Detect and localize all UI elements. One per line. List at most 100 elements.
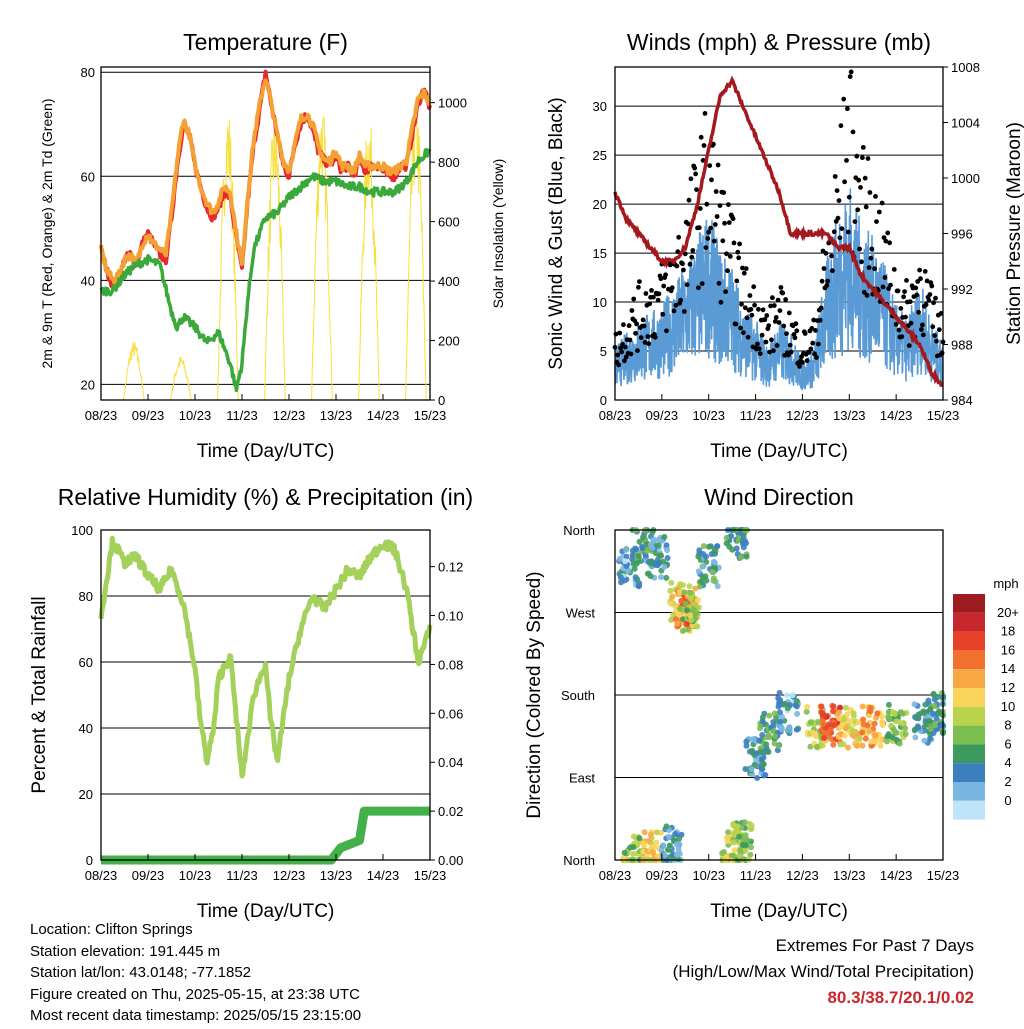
colorbar-label-0: 20+ [997, 605, 1019, 620]
x-tick-label-0-6: 14/23 [367, 408, 400, 423]
gust-point [868, 255, 874, 261]
direction-point [647, 831, 654, 838]
gust-point [880, 284, 886, 290]
direction-point [629, 552, 636, 559]
gust-point [903, 314, 908, 320]
extremes-panel: Extremes For Past 7 Days (High/Low/Max W… [673, 933, 974, 1011]
gust-point [844, 158, 849, 163]
colorbar-swatch-6 [953, 706, 985, 726]
gust-point [686, 197, 692, 203]
direction-point [831, 722, 838, 729]
direction-point [889, 709, 896, 716]
direction-point [705, 543, 712, 550]
gust-point [842, 179, 847, 185]
gust-point [824, 283, 830, 288]
gust-point [814, 355, 819, 360]
direction-point [665, 833, 672, 840]
gust-point [865, 156, 871, 161]
y-right-tick-label-wind-0: 984 [951, 393, 973, 408]
series-temp-2 [99, 147, 432, 393]
direction-point [772, 733, 779, 740]
direction-point [698, 579, 705, 585]
direction-point [921, 709, 928, 716]
gust-point [929, 283, 935, 289]
gust-point [741, 270, 747, 276]
direction-point [900, 710, 906, 717]
y-right-tick-label-wind-6: 1008 [951, 60, 980, 75]
colorbar-label-4: 12 [1001, 680, 1015, 695]
gust-point [640, 317, 646, 323]
direction-point [830, 703, 837, 710]
plot-frame-1 [614, 66, 944, 401]
gust-point [780, 290, 786, 296]
direction-point [889, 734, 896, 741]
y-right-tick-label-rh-1: 0.02 [438, 804, 463, 819]
x-tick-label-1-1: 09/23 [646, 408, 679, 423]
direction-point [794, 710, 801, 717]
gust-point [883, 238, 889, 244]
extremes-values: 80.3/38.7/20.1/0.02 [827, 988, 974, 1007]
gust-point [906, 343, 912, 348]
y-axis-label-rh: Percent & Total Rainfall [29, 596, 50, 793]
direction-point [749, 747, 756, 754]
gust-point [767, 349, 772, 355]
x-tick-label-3-3: 11/23 [740, 868, 772, 883]
gust-point [777, 308, 783, 313]
x-tick-label-1-4: 12/23 [786, 408, 819, 423]
direction-point [623, 546, 630, 553]
direction-point [641, 842, 648, 849]
y-axis-label-temp: 2m & 9m T (Red, Orange) & 2m Td (Green) [39, 99, 55, 369]
gust-point [749, 312, 755, 318]
y-tick-label-temp-2: 60 [81, 169, 95, 184]
gust-point [737, 241, 742, 247]
gust-point [919, 327, 924, 332]
gust-point [917, 267, 922, 273]
gust-point [809, 326, 815, 331]
colorbar-swatch-0 [953, 594, 985, 613]
gust-point [839, 226, 845, 232]
y-right-tick-label-rh-2: 0.04 [438, 755, 463, 770]
direction-point [644, 570, 651, 577]
direction-point [824, 730, 831, 737]
gust-point [831, 229, 837, 235]
gust-point [685, 221, 691, 227]
gust-point [770, 295, 775, 301]
direction-point [771, 710, 778, 717]
direction-point [687, 589, 694, 596]
direction-point [648, 560, 655, 567]
gust-point [836, 198, 842, 204]
direction-point [876, 737, 883, 744]
gust-point [711, 141, 716, 147]
gust-point [783, 297, 788, 302]
direction-point [623, 563, 630, 569]
gust-point [656, 291, 662, 297]
direction-point [921, 737, 928, 744]
direction-point [630, 560, 637, 567]
y-right-axis-label-temp: Solar Insolation (Yellow) [490, 159, 506, 309]
gust-point [922, 269, 928, 274]
direction-point [692, 585, 699, 592]
y-tick-label-dir-1: East [569, 771, 595, 786]
gust-point [764, 313, 770, 318]
y-axis-label-dir: Direction (Colored By Speed) [524, 571, 545, 818]
x-tick-label-0-7: 15/23 [414, 408, 447, 423]
y-right-tick-label-temp-5: 1000 [438, 96, 467, 111]
direction-point [674, 620, 681, 627]
direction-point [736, 833, 743, 840]
direction-point [668, 579, 675, 586]
gust-point [717, 203, 723, 209]
direction-point [730, 821, 737, 827]
gust-point [664, 328, 669, 334]
gust-point [834, 188, 840, 194]
direction-point [856, 735, 863, 742]
direction-point [679, 582, 686, 589]
gust-point [788, 349, 794, 355]
gust-point [792, 335, 798, 341]
gust-point [793, 321, 799, 327]
direction-point [896, 740, 903, 747]
direction-point [821, 712, 828, 719]
direction-point [818, 703, 825, 710]
direction-point [724, 834, 731, 841]
direction-point [860, 716, 867, 723]
gust-point [914, 292, 920, 298]
